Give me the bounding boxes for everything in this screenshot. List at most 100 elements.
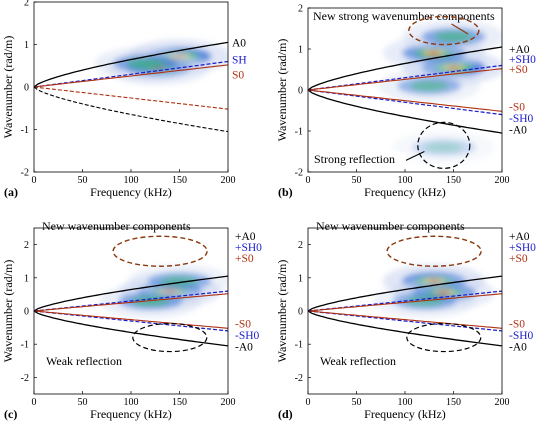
curve-neg-a0: [34, 86, 228, 133]
panel-c: 0 50 100 150 200 2 1 0 -1 -2 Frequency (kHz) Wavenu…: [1, 219, 262, 421]
annotation-label: Weak reflection: [320, 354, 396, 368]
x-axis-label: Frequency (kHz): [364, 185, 446, 199]
curve-neg-a0: [308, 310, 502, 347]
panel-label: (a): [4, 185, 18, 199]
curve-neg-s0: [34, 86, 228, 110]
dispersion-curves: [34, 275, 228, 347]
mode-label: -SH0: [235, 330, 260, 342]
y-tick-label: 2: [24, 240, 29, 251]
y-axis-label: Wavenumber (rad/m): [275, 260, 289, 363]
annotation-arrow: [451, 23, 469, 35]
curve-a0: [308, 46, 502, 91]
mode-label: +A0: [509, 231, 530, 243]
mode-labels: +A0+SH0+S0 -S0-SH0-A0: [509, 44, 536, 137]
annotation-label: New wavenumber components: [316, 219, 465, 233]
axes-frame: [33, 1, 229, 173]
curve-s0: [34, 64, 228, 88]
dispersion-curves: [308, 46, 502, 134]
y-tick-label: 0: [298, 86, 303, 97]
curve-s0: [308, 293, 502, 312]
mode-label: -A0: [509, 342, 527, 354]
panel-b: 0 50 100 150 200 2 1 0 -1 -2 Frequency (kHz) Wavenu…: [275, 4, 536, 200]
mode-label: -S0: [509, 319, 525, 331]
x-tick-label: 150: [446, 175, 461, 186]
x-tick-label: 0: [306, 175, 311, 186]
y-tick-label: -1: [21, 125, 29, 136]
annotation-label: New wavenumber components: [42, 219, 191, 233]
y-tick-label: 1: [24, 273, 29, 284]
x-tick-label: 200: [221, 397, 236, 408]
mode-labels: +A0+SH0+S0 -S0-SH0-A0: [235, 231, 262, 354]
curve-s0: [308, 68, 502, 91]
annotation-ellipse: [132, 322, 208, 353]
mode-label: -SH0: [509, 330, 534, 342]
x-tick-label: 0: [306, 397, 311, 408]
mode-label: +S0: [509, 64, 528, 76]
curve-a0: [308, 275, 502, 312]
annotation-label: New strong wavenumber components: [313, 9, 495, 23]
mode-labels: A0 SH S0: [232, 37, 247, 81]
x-tick-label: 100: [124, 175, 139, 186]
y-tick-label: 2: [298, 240, 303, 251]
x-tick-label: 50: [352, 175, 362, 186]
annotations: New wavenumber components Weak reflection: [42, 219, 208, 368]
y-tick-label: -1: [21, 340, 29, 351]
x-tick-label: 150: [446, 397, 461, 408]
mode-label: S0: [232, 69, 244, 81]
annotations: New wavenumber components Weak reflection: [316, 219, 482, 368]
y-tick-label: 0: [24, 307, 29, 318]
mode-label: +S0: [509, 253, 528, 265]
plot-area: [34, 39, 228, 133]
y-tick-label: -1: [295, 127, 303, 138]
x-axis-label: Frequency (kHz): [90, 407, 172, 421]
panel-d: 0 50 100 150 200 2 1 0 -1 -2 Frequency (kHz) Wavenu…: [275, 219, 536, 421]
y-tick-label: -2: [21, 373, 29, 384]
heat-blob: [434, 31, 473, 42]
y-tick-label: 1: [24, 40, 29, 51]
y-axis-label: Wavenumber (rad/m): [1, 36, 15, 139]
y-tick-label: 1: [298, 45, 303, 56]
curve-neg-s0: [308, 89, 502, 112]
panel-label: (d): [278, 407, 293, 421]
annotation-ellipse: [112, 235, 208, 267]
heatmap: [378, 19, 502, 165]
y-tick-label: 1: [298, 273, 303, 284]
y-axis-label: Wavenumber (rad/m): [275, 39, 289, 142]
mode-label: +S0: [235, 253, 254, 265]
heat-blob: [424, 142, 463, 153]
annotations: New strong wavenumber components Strong r…: [310, 9, 495, 169]
y-tick-label: -2: [21, 168, 29, 179]
mode-label: +SH0: [509, 242, 536, 254]
x-tick-label: 200: [495, 175, 510, 186]
y-tick-label: -2: [295, 168, 303, 179]
x-tick-label: 50: [78, 175, 88, 186]
plot-area: [34, 264, 228, 347]
annotation-ellipse: [408, 15, 480, 46]
mode-label: -A0: [509, 125, 527, 137]
y-tick-label: 2: [24, 0, 29, 9]
annotation-box: [310, 151, 406, 167]
curve-neg-a0: [34, 310, 228, 347]
mode-label: +SH0: [509, 54, 536, 66]
y-tick-label: -1: [295, 340, 303, 351]
x-tick-label: 100: [124, 397, 139, 408]
mode-label: +A0: [509, 44, 530, 56]
y-tick-label: 2: [298, 4, 303, 15]
panel-label: (c): [4, 407, 17, 421]
curve-a0: [34, 41, 228, 88]
x-tick-label: 150: [172, 397, 187, 408]
annotation-ellipse: [406, 322, 482, 353]
mode-label: -A0: [235, 342, 253, 354]
mode-label: +A0: [235, 231, 256, 243]
x-tick-label: 50: [352, 397, 362, 408]
x-tick-label: 0: [32, 175, 37, 186]
x-tick-label: 150: [172, 175, 187, 186]
annotation-ellipse: [386, 235, 482, 267]
annotation-ellipse: [417, 121, 471, 169]
mode-label: -S0: [235, 319, 251, 331]
plot-area: [308, 19, 502, 165]
x-tick-label: 0: [32, 397, 37, 408]
curve-sh0: [34, 60, 228, 88]
heat-blob: [126, 58, 165, 69]
